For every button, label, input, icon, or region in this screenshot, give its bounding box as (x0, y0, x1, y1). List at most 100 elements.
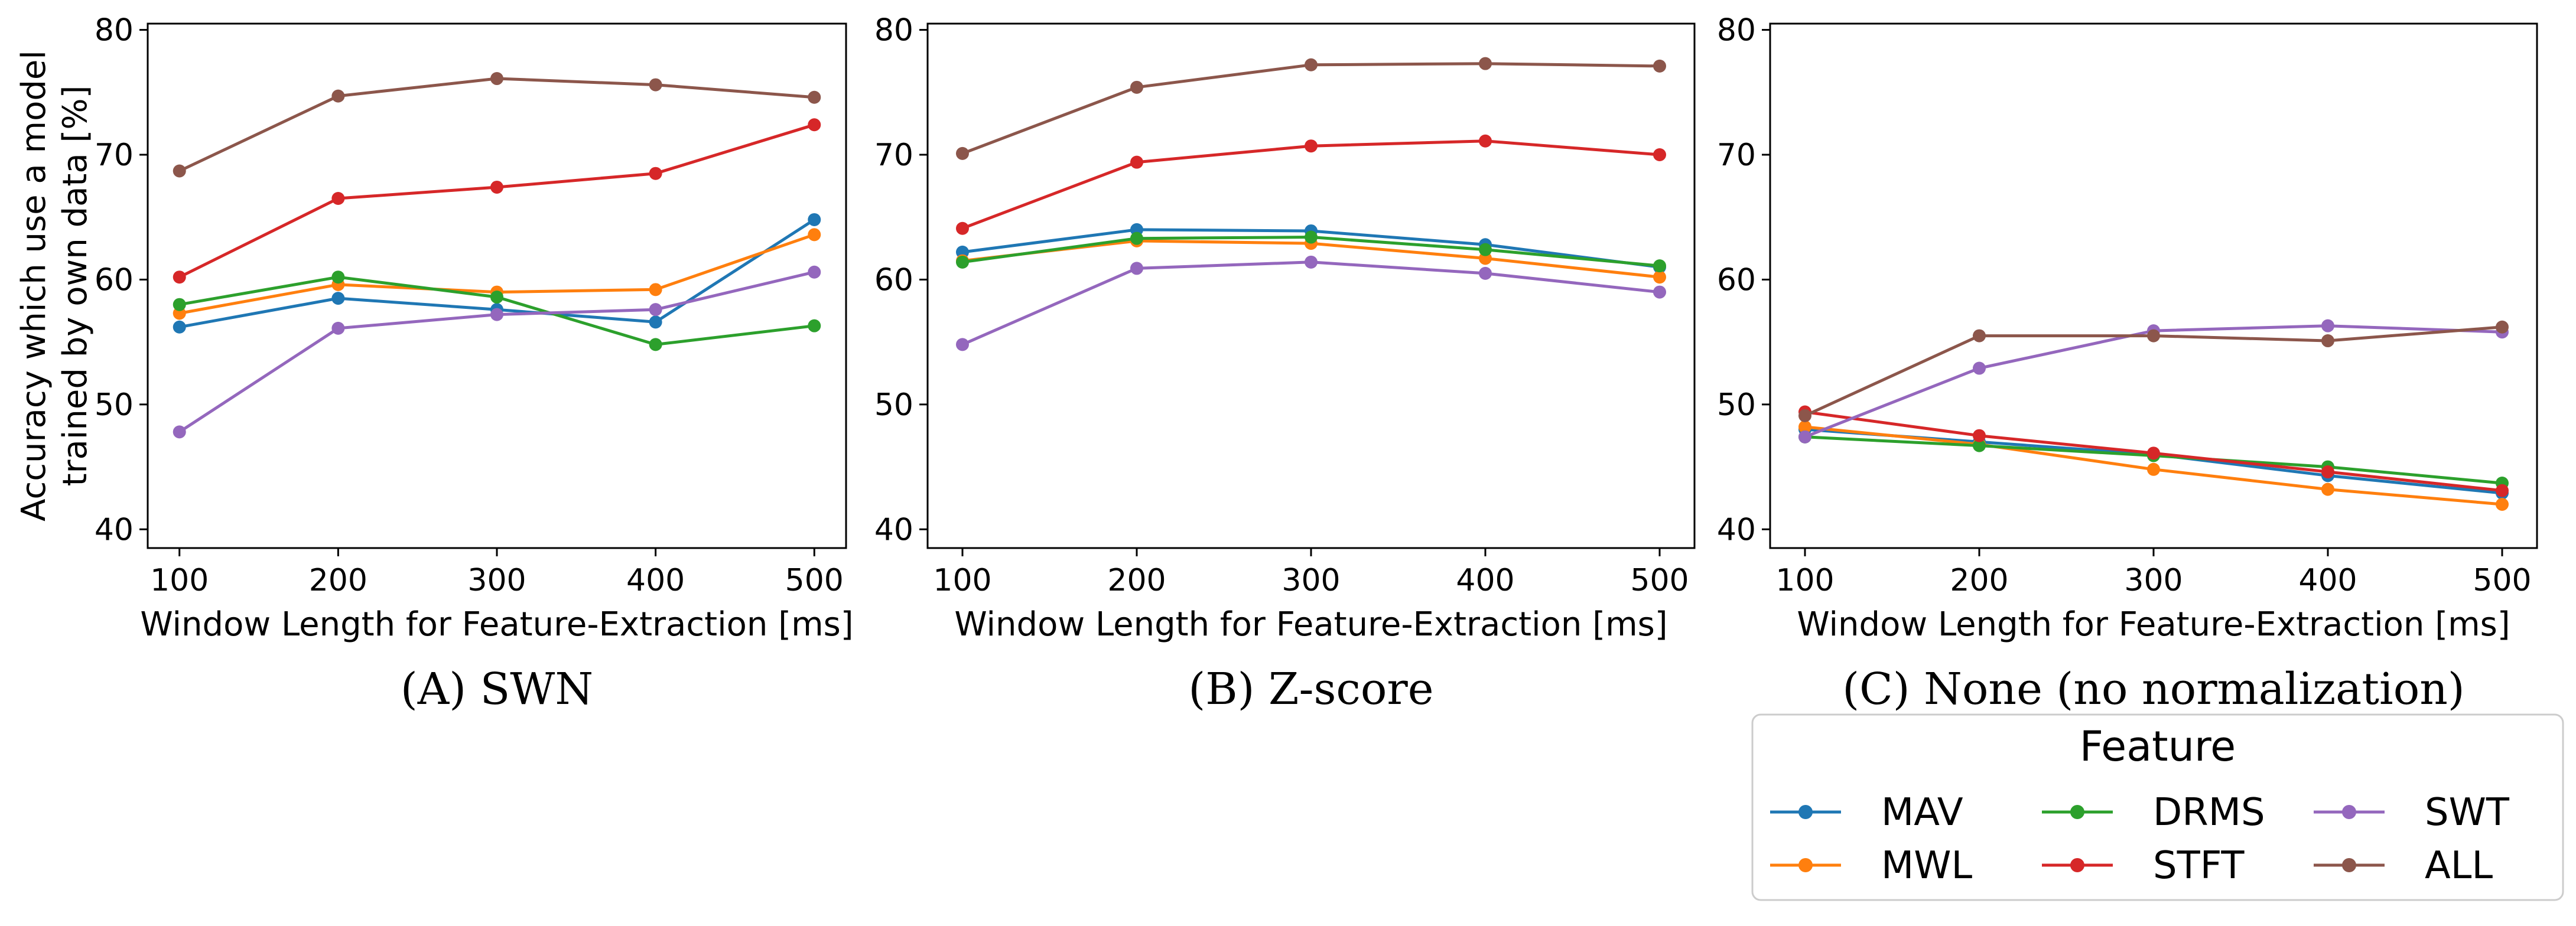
data-point-drms (331, 270, 345, 284)
x-tick-label: 200 (309, 563, 367, 598)
x-axis-label-swn: Window Length for Feature-Extraction [ms… (140, 605, 853, 644)
x-tick-label: 100 (1775, 563, 1834, 598)
y-tick-label: 40 (1717, 512, 1756, 547)
x-axis-label-z-score: Window Length for Feature-Extraction [ms… (954, 605, 1667, 644)
panel-z-score: 40 50 60 70 80 100 200 300 400 500 Window Length… (874, 13, 1696, 715)
data-point-stft (1130, 155, 1143, 169)
data-point-swt (2321, 319, 2334, 332)
y-tick-label: 50 (1717, 387, 1756, 423)
data-point-swt (490, 308, 503, 321)
y-tick-label: 40 (874, 512, 913, 547)
x-tick-label: 300 (1282, 563, 1340, 598)
data-point-mwl (808, 228, 821, 242)
data-point-swt (808, 265, 821, 279)
data-point-swt (1973, 361, 1986, 375)
data-point-stft (2496, 484, 2509, 497)
y-tick-label: 50 (874, 387, 913, 423)
data-point-all (1653, 59, 1666, 73)
data-point-mwl (649, 283, 662, 296)
y-tick-label: 80 (874, 13, 913, 48)
data-point-stft (1479, 134, 1492, 148)
data-point-mwl (2496, 498, 2509, 511)
data-point-swt (1798, 430, 1811, 444)
panel-none: 40 50 60 70 80 100 200 300 400 500 Window Length… (1717, 13, 2538, 715)
legend-marker-mav (1798, 805, 1813, 819)
data-point-swt (649, 303, 662, 317)
data-point-mwl (2321, 482, 2334, 496)
x-ticks-none: 100 200 300 400 500 (1775, 548, 2532, 598)
x-tick-label: 500 (1630, 563, 1689, 598)
x-tick-label: 500 (785, 563, 844, 598)
x-tick-label: 200 (1107, 563, 1166, 598)
plot-area-z-score (956, 57, 1666, 351)
x-tick-label: 100 (933, 563, 991, 598)
y-tick-label: 70 (95, 138, 134, 173)
data-point-drms (649, 338, 662, 351)
data-point-all (173, 164, 186, 178)
data-point-drms (1653, 259, 1666, 273)
data-point-drms (1479, 243, 1492, 256)
data-point-swt (1130, 262, 1143, 275)
y-tick-label: 70 (1717, 138, 1756, 173)
y-tick-label: 60 (874, 262, 913, 298)
data-point-all (808, 90, 821, 104)
data-point-drms (173, 298, 186, 311)
data-point-all (1130, 80, 1143, 94)
y-ticks-swn: 40 50 60 70 80 (95, 13, 148, 547)
x-tick-label: 100 (150, 563, 209, 598)
legend-label-all: ALL (2425, 844, 2493, 888)
y-tick-label: 50 (95, 387, 134, 423)
data-point-all (2321, 334, 2334, 348)
caption-z-score: (B) Z-score (1188, 664, 1433, 715)
data-point-drms (1973, 439, 1986, 452)
data-point-all (1479, 57, 1492, 70)
x-tick-label: 400 (626, 563, 685, 598)
data-point-all (1973, 329, 1986, 343)
data-point-drms (956, 255, 969, 269)
y-tick-label: 60 (95, 262, 134, 298)
legend: Feature MAV DRMS SWT MWL STFT ALL (1751, 713, 2564, 901)
legend-marker-stft (2070, 858, 2084, 872)
data-point-swt (331, 321, 345, 335)
legend-marker-mwl (1798, 858, 1813, 872)
data-point-stft (490, 180, 503, 194)
data-point-drms (808, 319, 821, 332)
data-point-swt (1305, 255, 1318, 269)
data-point-all (1798, 409, 1811, 422)
legend-marker-swt (2342, 805, 2356, 819)
caption-swn: (A) SWN (401, 664, 593, 715)
data-point-all (2496, 320, 2509, 334)
y-ticks-z-score: 40 50 60 70 80 (874, 13, 928, 547)
x-tick-label: 400 (2298, 563, 2357, 598)
legend-label-drms: DRMS (2153, 791, 2265, 834)
legend-title: Feature (2080, 722, 2236, 771)
legend-marker-drms (2070, 805, 2084, 819)
data-point-mav (649, 315, 662, 329)
legend-label-stft: STFT (2153, 844, 2245, 888)
x-ticks-z-score: 100 200 300 400 500 (933, 548, 1689, 598)
x-ticks-swn: 100 200 300 400 500 (150, 548, 844, 598)
y-tick-label: 40 (95, 512, 134, 547)
legend-label-swt: SWT (2425, 791, 2510, 834)
data-point-swt (956, 338, 969, 351)
y-tick-label: 80 (1717, 13, 1756, 48)
data-point-swt (1479, 266, 1492, 280)
data-point-stft (649, 167, 662, 180)
data-point-stft (173, 270, 186, 284)
y-axis-label-line1: Accuracy which use a model (15, 50, 53, 521)
data-point-mav (808, 213, 821, 226)
data-point-all (331, 89, 345, 103)
data-point-drms (490, 291, 503, 304)
data-point-stft (956, 221, 969, 235)
plot-area-swn (173, 72, 821, 439)
data-point-stft (331, 192, 345, 205)
data-point-mwl (1798, 420, 1811, 433)
x-tick-label: 200 (1950, 563, 2008, 598)
data-point-drms (1305, 230, 1318, 244)
data-point-stft (808, 118, 821, 132)
y-tick-label: 80 (95, 13, 134, 48)
x-tick-label: 500 (2473, 563, 2531, 598)
data-point-stft (2147, 446, 2160, 460)
panel-swn: 40 50 60 70 80 100 200 300 400 500 Window Length… (15, 13, 854, 715)
